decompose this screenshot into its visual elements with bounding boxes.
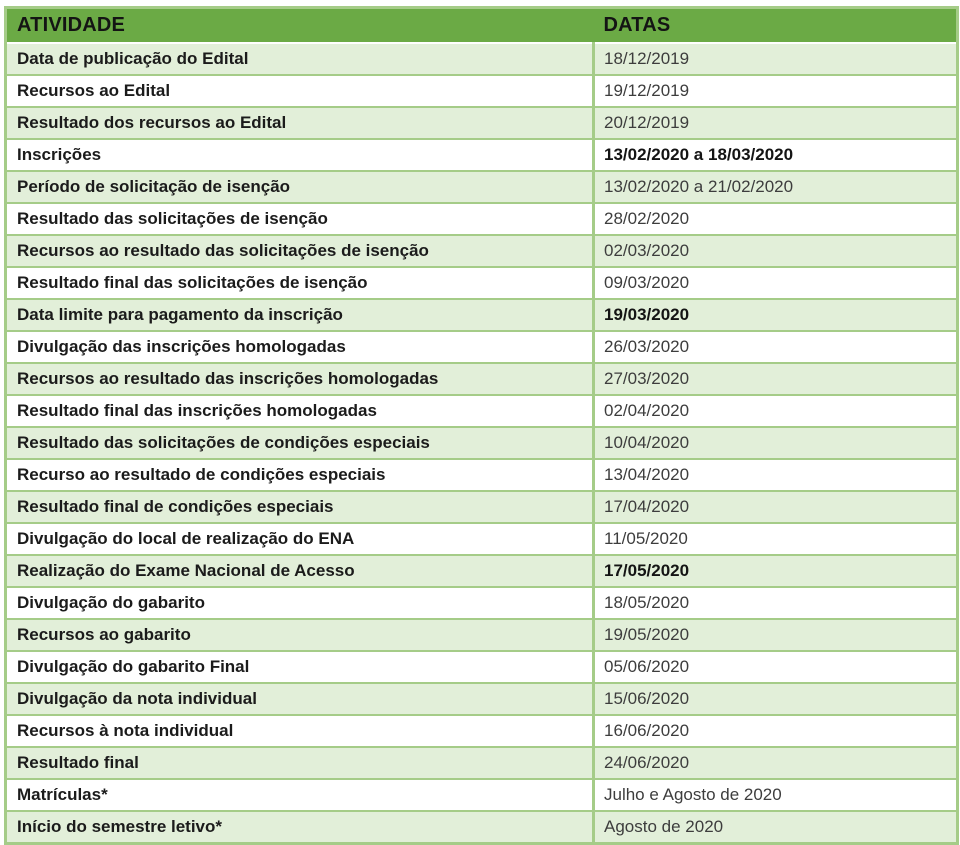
date-cell: 17/05/2020 xyxy=(593,555,958,588)
table-row: Recursos ao gabarito 19/05/2020 xyxy=(5,619,958,652)
activity-cell: Recursos ao Edital xyxy=(5,75,595,108)
date-cell: 16/06/2020 xyxy=(593,715,958,748)
activity-cell: Resultado dos recursos ao Edital xyxy=(5,107,595,140)
schedule-table: ATIVIDADE DATAS Data de publicação do Ed… xyxy=(4,6,959,845)
activity-cell: Inscrições xyxy=(5,139,595,172)
date-cell: 05/06/2020 xyxy=(593,651,958,684)
date-cell: 17/04/2020 xyxy=(593,491,958,524)
table-row: Recursos à nota individual 16/06/2020 xyxy=(5,715,958,748)
date-cell: 24/06/2020 xyxy=(593,747,958,780)
table-row: Divulgação do local de realização do ENA… xyxy=(5,523,958,556)
column-header-dates: DATAS xyxy=(593,7,958,44)
table-row: Resultado das solicitações de isenção 28/… xyxy=(5,203,958,236)
activity-cell: Recursos à nota individual xyxy=(5,715,595,748)
schedule-table-body: Data de publicação do Edital 18/12/2019 Re… xyxy=(5,43,958,844)
table-row: Resultado final das inscrições homologad… xyxy=(5,395,958,428)
activity-cell: Início do semestre letivo* xyxy=(5,811,595,844)
activity-cell: Período de solicitação de isenção xyxy=(5,171,595,204)
table-row: Matrículas* Julho e Agosto de 2020 xyxy=(5,779,958,812)
date-cell: 09/03/2020 xyxy=(593,267,958,300)
activity-cell: Recursos ao gabarito xyxy=(5,619,595,652)
table-row: Divulgação das inscrições homologadas 26/… xyxy=(5,331,958,364)
activity-cell: Resultado final das inscrições homologad… xyxy=(5,395,595,428)
table-row: Resultado final de condições especiais 17… xyxy=(5,491,958,524)
activity-cell: Realização do Exame Nacional de Acesso xyxy=(5,555,595,588)
table-row: Resultado final 24/06/2020 xyxy=(5,747,958,780)
table-row: Data limite para pagamento da inscrição 1… xyxy=(5,299,958,332)
date-cell: 19/05/2020 xyxy=(593,619,958,652)
date-cell: 13/04/2020 xyxy=(593,459,958,492)
table-row: Realização do Exame Nacional de Acesso 17… xyxy=(5,555,958,588)
table-row: Resultado das solicitações de condições … xyxy=(5,427,958,460)
table-row: Recursos ao resultado das solicitações d… xyxy=(5,235,958,268)
date-cell: 02/04/2020 xyxy=(593,395,958,428)
date-cell: 26/03/2020 xyxy=(593,331,958,364)
activity-cell: Divulgação das inscrições homologadas xyxy=(5,331,595,364)
date-cell: 18/12/2019 xyxy=(593,43,958,76)
activity-cell: Resultado final xyxy=(5,747,595,780)
date-cell: 10/04/2020 xyxy=(593,427,958,460)
date-cell: 28/02/2020 xyxy=(593,203,958,236)
table-row: Recurso ao resultado de condições especi… xyxy=(5,459,958,492)
table-row: Resultado final das solicitações de isen… xyxy=(5,267,958,300)
activity-cell: Recursos ao resultado das solicitações d… xyxy=(5,235,595,268)
table-row: Recursos ao resultado das inscrições hom… xyxy=(5,363,958,396)
activity-cell: Resultado das solicitações de isenção xyxy=(5,203,595,236)
table-row: Data de publicação do Edital 18/12/2019 xyxy=(5,43,958,76)
activity-cell: Matrículas* xyxy=(5,779,595,812)
date-cell: 13/02/2020 a 21/02/2020 xyxy=(593,171,958,204)
header-row: ATIVIDADE DATAS xyxy=(5,7,958,44)
activity-cell: Data limite para pagamento da inscrição xyxy=(5,299,595,332)
activity-cell: Divulgação do gabarito xyxy=(5,587,595,620)
table-row: Divulgação da nota individual 15/06/2020 xyxy=(5,683,958,716)
table-row: Divulgação do gabarito 18/05/2020 xyxy=(5,587,958,620)
activity-cell: Divulgação da nota individual xyxy=(5,683,595,716)
date-cell: 27/03/2020 xyxy=(593,363,958,396)
activity-cell: Resultado final de condições especiais xyxy=(5,491,595,524)
table-row: Recursos ao Edital 19/12/2019 xyxy=(5,75,958,108)
date-cell: 19/12/2019 xyxy=(593,75,958,108)
date-cell: 19/03/2020 xyxy=(593,299,958,332)
activity-cell: Data de publicação do Edital xyxy=(5,43,595,76)
date-cell: 11/05/2020 xyxy=(593,523,958,556)
table-row: Inscrições 13/02/2020 a 18/03/2020 xyxy=(5,139,958,172)
activity-cell: Divulgação do local de realização do ENA xyxy=(5,523,595,556)
date-cell: 20/12/2019 xyxy=(593,107,958,140)
date-cell: Julho e Agosto de 2020 xyxy=(593,779,958,812)
activity-cell: Recursos ao resultado das inscrições hom… xyxy=(5,363,595,396)
activity-cell: Divulgação do gabarito Final xyxy=(5,651,595,684)
date-cell: 15/06/2020 xyxy=(593,683,958,716)
table-row: Início do semestre letivo* Agosto de 2020 xyxy=(5,811,958,844)
schedule-table-header: ATIVIDADE DATAS xyxy=(5,7,958,44)
activity-cell: Resultado final das solicitações de isen… xyxy=(5,267,595,300)
date-cell: Agosto de 2020 xyxy=(593,811,958,844)
date-cell: 18/05/2020 xyxy=(593,587,958,620)
activity-cell: Recurso ao resultado de condições especi… xyxy=(5,459,595,492)
table-row: Período de solicitação de isenção 13/02/2… xyxy=(5,171,958,204)
date-cell: 13/02/2020 a 18/03/2020 xyxy=(593,139,958,172)
table-row: Divulgação do gabarito Final 05/06/2020 xyxy=(5,651,958,684)
activity-cell: Resultado das solicitações de condições … xyxy=(5,427,595,460)
table-row: Resultado dos recursos ao Edital 20/12/20… xyxy=(5,107,958,140)
column-header-activity: ATIVIDADE xyxy=(5,7,594,44)
date-cell: 02/03/2020 xyxy=(593,235,958,268)
